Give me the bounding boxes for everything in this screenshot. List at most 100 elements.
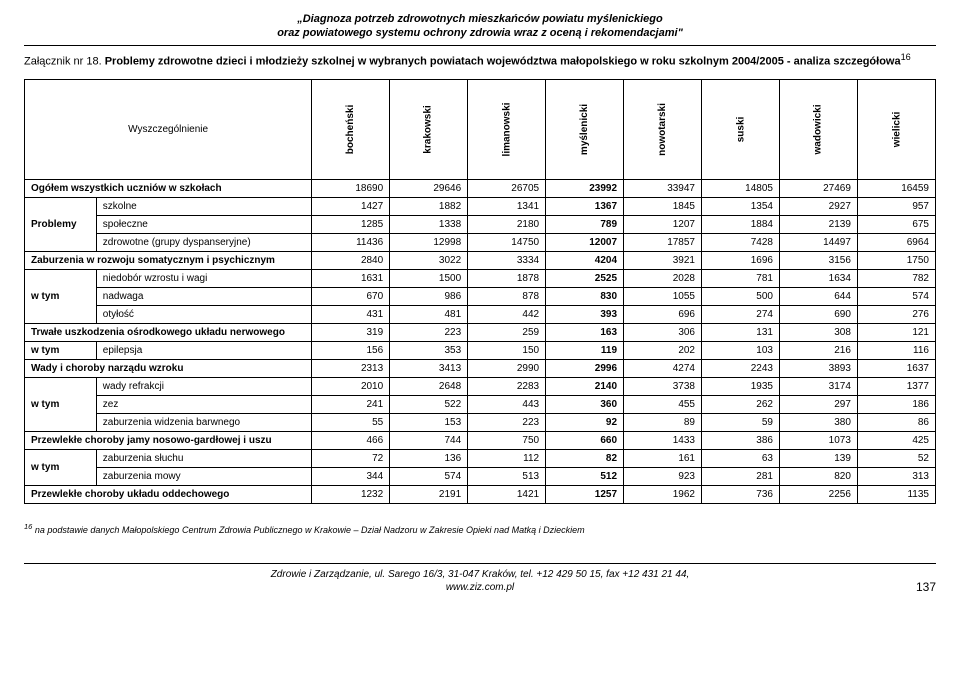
- cell-value: 156: [312, 341, 390, 359]
- col-header: limanowski: [468, 79, 546, 179]
- document-title: „Diagnoza potrzeb zdrowotnych mieszkańcó…: [24, 12, 936, 46]
- cell-value: 281: [702, 467, 780, 485]
- cell-value: 574: [857, 287, 935, 305]
- group-label: w tym: [25, 449, 97, 485]
- cell-value: 1073: [779, 431, 857, 449]
- cell-value: 153: [390, 413, 468, 431]
- cell-value: 574: [390, 467, 468, 485]
- cell-value: 131: [702, 323, 780, 341]
- cell-value: 86: [857, 413, 935, 431]
- cell-value: 481: [390, 305, 468, 323]
- cell-value: 386: [702, 431, 780, 449]
- sub-label: epilepsja: [96, 341, 311, 359]
- cell-value: 2996: [546, 359, 624, 377]
- col-header: myślenicki: [546, 79, 624, 179]
- cell-value: 431: [312, 305, 390, 323]
- row-label: Ogółem wszystkich uczniów w szkołach: [25, 179, 312, 197]
- cell-value: 72: [312, 449, 390, 467]
- attachment-sup: 16: [901, 52, 911, 62]
- cell-value: 1634: [779, 269, 857, 287]
- col-header-label: bocheński: [345, 104, 356, 153]
- cell-value: 163: [546, 323, 624, 341]
- doc-title-line1: „Diagnoza potrzeb zdrowotnych mieszkańcó…: [297, 13, 663, 25]
- cell-value: 443: [468, 395, 546, 413]
- cell-value: 3334: [468, 251, 546, 269]
- cell-value: 23992: [546, 179, 624, 197]
- cell-value: 512: [546, 467, 624, 485]
- cell-value: 306: [624, 323, 702, 341]
- cell-value: 3156: [779, 251, 857, 269]
- cell-value: 1500: [390, 269, 468, 287]
- group-label: w tym: [25, 377, 97, 431]
- footer-line2: www.ziz.com.pl: [446, 582, 514, 593]
- col-header-label: limanowski: [501, 102, 512, 156]
- cell-value: 3921: [624, 251, 702, 269]
- attachment-bold: Problemy zdrowotne dzieci i młodzieży sz…: [105, 55, 901, 67]
- cell-value: 2243: [702, 359, 780, 377]
- cell-value: 7428: [702, 233, 780, 251]
- cell-value: 17857: [624, 233, 702, 251]
- cell-value: 1338: [390, 215, 468, 233]
- sub-label: otyłość: [96, 305, 311, 323]
- cell-value: 744: [390, 431, 468, 449]
- page-number: 137: [876, 580, 936, 594]
- cell-value: 1962: [624, 485, 702, 503]
- cell-value: 89: [624, 413, 702, 431]
- cell-value: 1696: [702, 251, 780, 269]
- table-row: w tymzaburzenia słuchu721361128216163139…: [25, 449, 936, 467]
- cell-value: 103: [702, 341, 780, 359]
- col-header-label: krakowski: [423, 105, 434, 153]
- cell-value: 1341: [468, 197, 546, 215]
- cell-value: 139: [779, 449, 857, 467]
- cell-value: 1878: [468, 269, 546, 287]
- table-row: zdrowotne (grupy dyspanseryjne)114361299…: [25, 233, 936, 251]
- cell-value: 782: [857, 269, 935, 287]
- cell-value: 3174: [779, 377, 857, 395]
- cell-value: 1354: [702, 197, 780, 215]
- cell-value: 360: [546, 395, 624, 413]
- row-label: Przewlekłe choroby układu oddechowego: [25, 485, 312, 503]
- row-label: Zaburzenia w rozwoju somatycznym i psych…: [25, 251, 312, 269]
- table-row: zaburzenia mowy344574513512923281820313: [25, 467, 936, 485]
- cell-value: 1285: [312, 215, 390, 233]
- cell-value: 1055: [624, 287, 702, 305]
- sub-label: zaburzenia słuchu: [96, 449, 311, 467]
- cell-value: 353: [390, 341, 468, 359]
- cell-value: 55: [312, 413, 390, 431]
- cell-value: 92: [546, 413, 624, 431]
- cell-value: 52: [857, 449, 935, 467]
- col-header: nowotarski: [624, 79, 702, 179]
- table-row: zaburzenia widzenia barwnego551532239289…: [25, 413, 936, 431]
- col-header-label: suski: [735, 116, 746, 142]
- cell-value: 1884: [702, 215, 780, 233]
- cell-value: 675: [857, 215, 935, 233]
- sub-label: zez: [96, 395, 311, 413]
- cell-value: 276: [857, 305, 935, 323]
- cell-value: 2283: [468, 377, 546, 395]
- row-label: Wady i choroby narządu wzroku: [25, 359, 312, 377]
- cell-value: 186: [857, 395, 935, 413]
- header-row: Wyszczególnienie bocheńskikrakowskiliman…: [25, 79, 936, 179]
- cell-value: 3738: [624, 377, 702, 395]
- cell-value: 26705: [468, 179, 546, 197]
- table-row: nadwaga6709868788301055500644574: [25, 287, 936, 305]
- cell-value: 1637: [857, 359, 935, 377]
- cell-value: 6964: [857, 233, 935, 251]
- cell-value: 1845: [624, 197, 702, 215]
- cell-value: 522: [390, 395, 468, 413]
- cell-value: 1377: [857, 377, 935, 395]
- cell-value: 820: [779, 467, 857, 485]
- cell-value: 1232: [312, 485, 390, 503]
- attachment-heading: Załącznik nr 18. Problemy zdrowotne dzie…: [24, 52, 936, 69]
- cell-value: 2180: [468, 215, 546, 233]
- cell-value: 644: [779, 287, 857, 305]
- cell-value: 1135: [857, 485, 935, 503]
- cell-value: 393: [546, 305, 624, 323]
- table-row: Przewlekłe choroby układu oddechowego123…: [25, 485, 936, 503]
- sub-label: niedobór wzrostu i wagi: [96, 269, 311, 287]
- cell-value: 455: [624, 395, 702, 413]
- row-label: Przewlekłe choroby jamy nosowo-gardłowej…: [25, 431, 312, 449]
- table-row: społeczne128513382180789120718842139675: [25, 215, 936, 233]
- footer-line1: Zdrowie i Zarządzanie, ul. Sarego 16/3, …: [271, 569, 690, 580]
- cell-value: 4204: [546, 251, 624, 269]
